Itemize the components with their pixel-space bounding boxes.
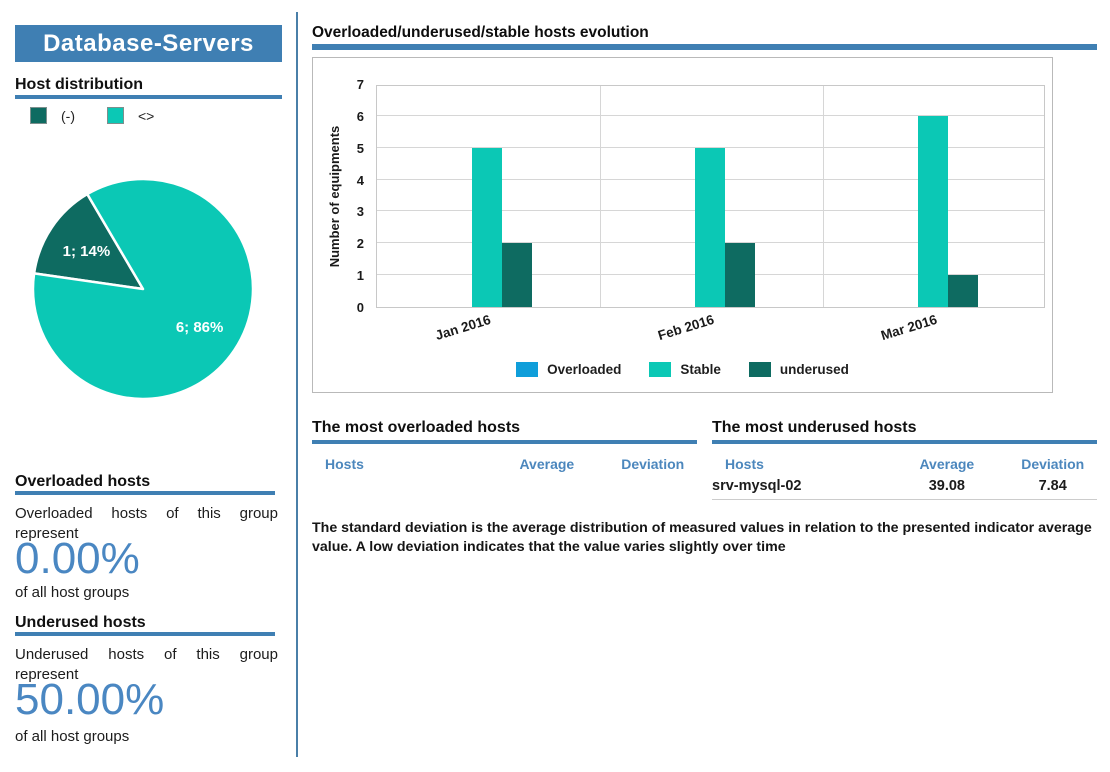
stable-bar [472, 147, 502, 307]
y-tick-label: 0 [356, 300, 364, 315]
underused-bar [948, 275, 978, 307]
y-tick-label: 5 [356, 140, 364, 156]
evolution-chart-rule [312, 44, 1097, 50]
gridline-vertical [823, 86, 824, 307]
underused-percentage: 50.00% [15, 675, 165, 724]
legend-item: Stable [649, 362, 721, 377]
host-distribution-legend: (-) <> [30, 107, 172, 124]
overloaded-percentage: 0.00% [15, 534, 140, 583]
y-tick-label: 1 [356, 268, 364, 284]
underused-percentage-caption: of all host groups [15, 728, 130, 745]
underused-table-heading: The most underused hosts [712, 419, 917, 436]
stable-bar [695, 147, 725, 307]
gridline-horizontal [377, 146, 1044, 148]
column-header: Average [519, 456, 575, 472]
legend-item: Overloaded [516, 362, 621, 377]
gridline-vertical [600, 86, 601, 307]
underused-hosts-rule [15, 632, 275, 636]
overloaded-table-heading: The most overloaded hosts [312, 419, 521, 436]
evolution-chart-heading: Overloaded/underused/stable hosts evolut… [312, 24, 649, 41]
x-axis-label: Mar 2016 [879, 311, 939, 344]
y-tick-label: 6 [356, 108, 364, 124]
overloaded-hosts-heading: Overloaded hosts [15, 473, 151, 490]
legend-label: Stable [680, 362, 721, 377]
table-cell: 39.08 [928, 478, 965, 494]
table-cell: 7.84 [1038, 478, 1067, 494]
y-tick-label: 2 [356, 236, 364, 252]
overloaded-hosts-rule [15, 491, 275, 495]
x-axis-label: Jan 2016 [433, 311, 493, 344]
overloaded-summary-text: Overloaded hosts of this group represent [15, 505, 278, 543]
pie-slice [31, 177, 255, 401]
legend-swatch [516, 362, 539, 377]
legend-label: Overloaded [547, 362, 622, 377]
table-cell: srv-mysql-02 [712, 478, 802, 494]
underused-table-rule [712, 440, 1097, 444]
stable-bar [918, 115, 948, 307]
column-header: Deviation [1021, 456, 1085, 472]
legend-swatch [649, 362, 672, 377]
x-axis-label: Feb 2016 [656, 311, 716, 344]
underused-hosts-table: Hosts Average Deviation srv-mysql-02 39.08 7.… [712, 452, 1097, 500]
underused-bar [725, 243, 755, 307]
legend-swatch [107, 107, 124, 124]
column-header: Deviation [621, 456, 685, 472]
column-divider [296, 12, 298, 757]
host-distribution-heading: Host distribution [15, 76, 143, 93]
host-distribution-rule [15, 95, 282, 99]
legend-swatch [748, 362, 771, 377]
bar-legend: Overloaded Stable underused [313, 362, 1052, 377]
legend-label: <> [138, 107, 155, 124]
column-header: Average [919, 456, 975, 472]
legend-item: underused [748, 362, 849, 377]
pie-slice-label: 1; 14% [63, 243, 111, 260]
legend-swatch [30, 107, 47, 124]
y-tick-label: 4 [356, 172, 364, 188]
table-header-row: Hosts Average Deviation [712, 452, 1097, 475]
evolution-bar-chart: Number of equipments Overloaded Stable und… [312, 57, 1053, 393]
bar-plot [376, 85, 1045, 308]
overloaded-hosts-table: Hosts Average Deviation [312, 452, 697, 475]
underused-hosts-table-block: The most underused hosts Hosts Average Dev… [712, 419, 1097, 500]
column-header: Hosts [325, 456, 364, 472]
overloaded-percentage-caption: of all host groups [15, 584, 130, 601]
underused-bar [502, 243, 532, 307]
table-header-row: Hosts Average Deviation [312, 452, 697, 475]
overloaded-table-rule [312, 440, 697, 444]
table-row: srv-mysql-02 39.08 7.84 [712, 475, 1097, 500]
column-header: Hosts [725, 456, 764, 472]
host-distribution-pie: 1; 14% 6; 86% [31, 177, 255, 401]
underused-summary-text: Underused hosts of this group represent [15, 646, 278, 684]
y-tick-label: 7 [356, 77, 364, 92]
host-group-title: Database-Servers [15, 25, 282, 62]
pie-slice [32, 192, 145, 291]
gridline-horizontal [377, 114, 1044, 116]
underused-hosts-heading: Underused hosts [15, 614, 146, 631]
overloaded-hosts-table-block: The most overloaded hosts Hosts Average De… [312, 419, 697, 475]
y-tick-label: 3 [356, 204, 364, 220]
deviation-footnote: The standard deviation is the average di… [312, 520, 1092, 555]
pie-slice-label: 6; 86% [176, 319, 224, 336]
legend-label: (-) [61, 107, 75, 124]
legend-label: underused [779, 362, 849, 377]
